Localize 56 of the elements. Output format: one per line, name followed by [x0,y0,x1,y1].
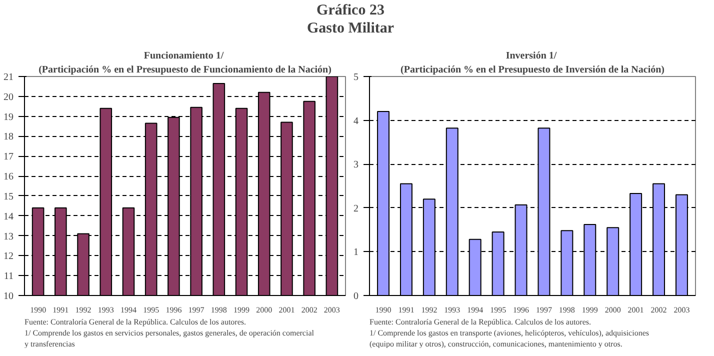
x-tick-label: 2003 [674,306,690,314]
y-tick-label: 0 [354,291,358,302]
x-tick-label: 1996 [513,306,530,314]
y-tick-label: 1 [354,247,358,258]
y-tick-label: 15 [4,191,14,202]
x-tick-label: 1992 [75,306,92,314]
x-tick-label: 1991 [52,306,69,314]
x-tick-label: 1999 [234,306,250,314]
x-tick-label: 1993 [98,306,114,314]
x-tick-label: 2003 [324,306,340,314]
x-tick-label: 1990 [30,306,46,314]
x-tick-label: 1990 [375,306,392,314]
x-tick-label: 2000 [256,306,272,314]
y-tick-label: 18 [4,132,14,143]
x-tick-label: 1996 [166,306,182,314]
chart-title: Funcionamiento 1/ [144,50,224,62]
y-tick-label: 4 [354,116,358,127]
y-tick-label: 10 [4,291,14,302]
text: Gráfico 23 [316,2,384,18]
y-tick-label: 12 [4,251,14,262]
chart-title: Inversión 1/ [506,50,557,62]
x-tick-label: 1997 [536,306,552,314]
chart-subtitle: (Participación % en el Presupuesto de Funcionamiento de la Nación) [38,64,332,76]
x-tick-label: 2002 [301,306,318,314]
y-tick-label: 14 [4,211,14,222]
y-tick-label: 13 [4,231,14,242]
y-tick-label: 5 [354,72,358,83]
text: 1/ Comprende los gastos en servicios personales, gastos generales, de operación comercial y transferencias [24,328,315,348]
y-tick-label: 11 [4,271,14,282]
x-tick-label: 2000 [604,306,621,314]
x-tick-label: 1997 [188,306,204,314]
x-tick-label: 2002 [650,306,667,314]
y-tick-label: 16 [4,172,14,183]
y-tick-label: 20 [4,92,14,103]
x-tick-label: 1998 [210,306,227,314]
x-tick-label: 1998 [558,306,575,314]
y-tick-label: 2 [354,203,358,214]
x-tick-label: 1991 [398,306,414,314]
y-tick-label: 19 [4,112,14,123]
x-tick-label: 2001 [628,306,644,314]
x-tick-label: 2001 [278,306,295,314]
x-tick-label: 1992 [421,306,438,314]
y-tick-label: 3 [354,160,358,171]
x-tick-label: 1995 [143,306,160,314]
source-note: Fuente: Contraloría General de la República. Calculos de los autores. [24,318,246,326]
chart-subtitle: (Participación % en el Presupuesto de Inversión de la Nación) [400,64,664,76]
y-tick-label: 17 [4,152,14,163]
x-tick-label: 1999 [582,306,598,314]
x-tick-label: 1993 [444,306,460,314]
y-tick-label: 21 [4,72,14,83]
x-tick-label: 1994 [467,306,484,314]
text: 1/ Comprende los gastos en transporte (aviones, helicópteros, vehículos), adquisiciones (equipo militar y otros), construcción, comunicaciones, mantenimiento y otros. [370,328,649,348]
x-tick-label: 1995 [490,306,506,314]
x-tick-label: 1994 [120,306,136,314]
text: Gasto Militar [306,20,394,36]
source-note: Fuente: Contraloría General de la República. Calculos de los autores. [370,318,591,326]
